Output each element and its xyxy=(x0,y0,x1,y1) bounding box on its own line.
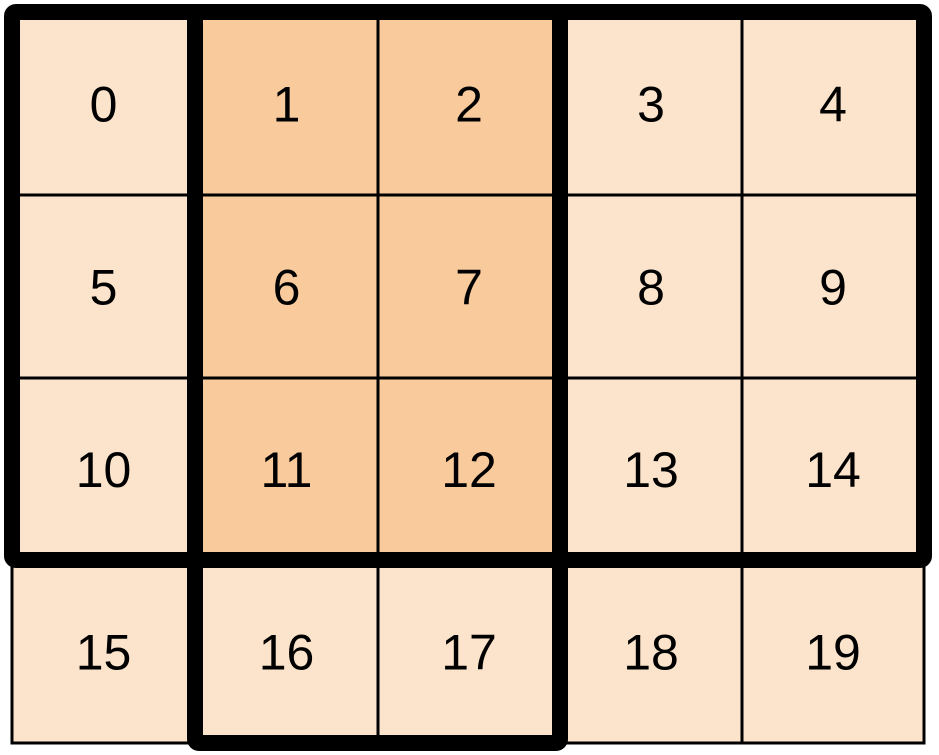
cell-label: 18 xyxy=(623,625,679,681)
grid-cell xyxy=(10,10,197,197)
cell-label: 6 xyxy=(273,260,301,316)
cell-label: 12 xyxy=(441,442,497,498)
grid-cell xyxy=(376,193,562,380)
cell-label: 2 xyxy=(455,77,483,133)
grid-cell xyxy=(193,10,380,197)
grid-cell xyxy=(376,558,562,745)
grid-cell xyxy=(740,193,926,380)
grid-cell xyxy=(740,558,926,745)
cell-label: 15 xyxy=(76,625,132,681)
cell-label: 7 xyxy=(455,260,483,316)
cell-label: 19 xyxy=(805,625,861,681)
cell-label: 10 xyxy=(76,442,132,498)
grid-cell xyxy=(558,558,744,745)
cell-label: 5 xyxy=(90,260,118,316)
cell-label: 1 xyxy=(273,77,301,133)
cell-label: 4 xyxy=(819,77,847,133)
cell-label: 9 xyxy=(819,260,847,316)
thick-outline xyxy=(187,4,568,751)
cell-label: 11 xyxy=(261,442,313,498)
cell-label: 17 xyxy=(441,625,497,681)
grid-cell xyxy=(193,376,380,562)
cell-label: 14 xyxy=(805,442,861,498)
cell-label: 0 xyxy=(90,77,118,133)
grid-cell xyxy=(558,376,744,562)
cell-label: 8 xyxy=(637,260,665,316)
grid-cell xyxy=(10,558,197,745)
cell-label: 16 xyxy=(259,625,315,681)
cell-label: 3 xyxy=(637,77,665,133)
cell-label: 13 xyxy=(623,442,679,498)
